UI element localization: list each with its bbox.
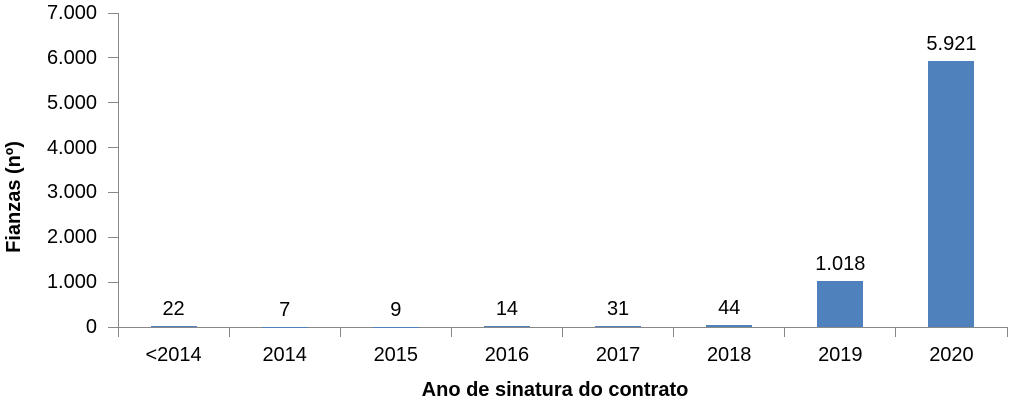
y-axis-line — [118, 13, 119, 327]
bar-value-label: 22 — [162, 298, 185, 320]
x-tick-label: 2019 — [818, 344, 863, 366]
y-tick-label: 6.000 — [46, 46, 97, 69]
x-tick-mark — [117, 328, 119, 337]
bar — [150, 326, 197, 327]
y-tick-label: 7.000 — [46, 2, 97, 24]
bar-value-label: 31 — [606, 297, 630, 320]
bar-value-label: 5.921 — [926, 33, 977, 56]
x-tick-mark — [228, 328, 230, 337]
y-tick-label: 3.000 — [46, 181, 97, 204]
bar-value-label: 44 — [718, 297, 741, 320]
x-tick-mark — [895, 328, 897, 337]
y-tick-label: 5.000 — [46, 91, 97, 114]
bar — [483, 326, 530, 327]
x-tick-mark — [1006, 328, 1008, 337]
bar-value-label: 7 — [279, 298, 291, 321]
bar — [595, 325, 642, 327]
y-tick-label: 4.000 — [46, 136, 97, 159]
x-tick-mark — [450, 328, 452, 337]
y-tick-mark — [108, 147, 118, 149]
y-tick-mark — [108, 191, 118, 193]
bar — [817, 281, 864, 327]
x-axis-title: Ano de sinatura do contrato — [421, 379, 689, 401]
y-axis-title: Fianzas (nº) — [3, 141, 25, 253]
y-tick-label: 2.000 — [46, 226, 97, 249]
y-tick-mark — [108, 281, 118, 283]
y-tick-mark — [108, 12, 118, 14]
bar — [706, 325, 753, 327]
x-tick-label: <2014 — [145, 344, 202, 366]
bar-value-label: 9 — [390, 298, 402, 321]
x-tick-mark — [562, 328, 563, 337]
x-tick-label: 2017 — [595, 344, 641, 366]
y-tick-label: 1.000 — [46, 271, 97, 294]
y-tick-label: 0 — [85, 316, 97, 338]
x-axis-line — [118, 327, 1008, 328]
x-tick-label: 2018 — [706, 344, 752, 366]
y-tick-mark — [108, 236, 118, 238]
x-tick-label: 2016 — [484, 344, 530, 366]
bar-value-label: 14 — [495, 298, 519, 321]
x-tick-mark — [673, 328, 675, 337]
y-tick-mark — [108, 57, 118, 59]
bar-value-label: 1.018 — [815, 253, 866, 276]
x-tick-label: 2015 — [373, 344, 419, 366]
x-tick-label: 2014 — [262, 344, 307, 366]
y-tick-mark — [108, 326, 118, 328]
y-tick-mark — [108, 102, 118, 104]
x-tick-mark — [784, 328, 786, 337]
x-tick-label: 2020 — [929, 344, 974, 366]
bar — [928, 61, 975, 327]
x-tick-mark — [339, 328, 341, 337]
